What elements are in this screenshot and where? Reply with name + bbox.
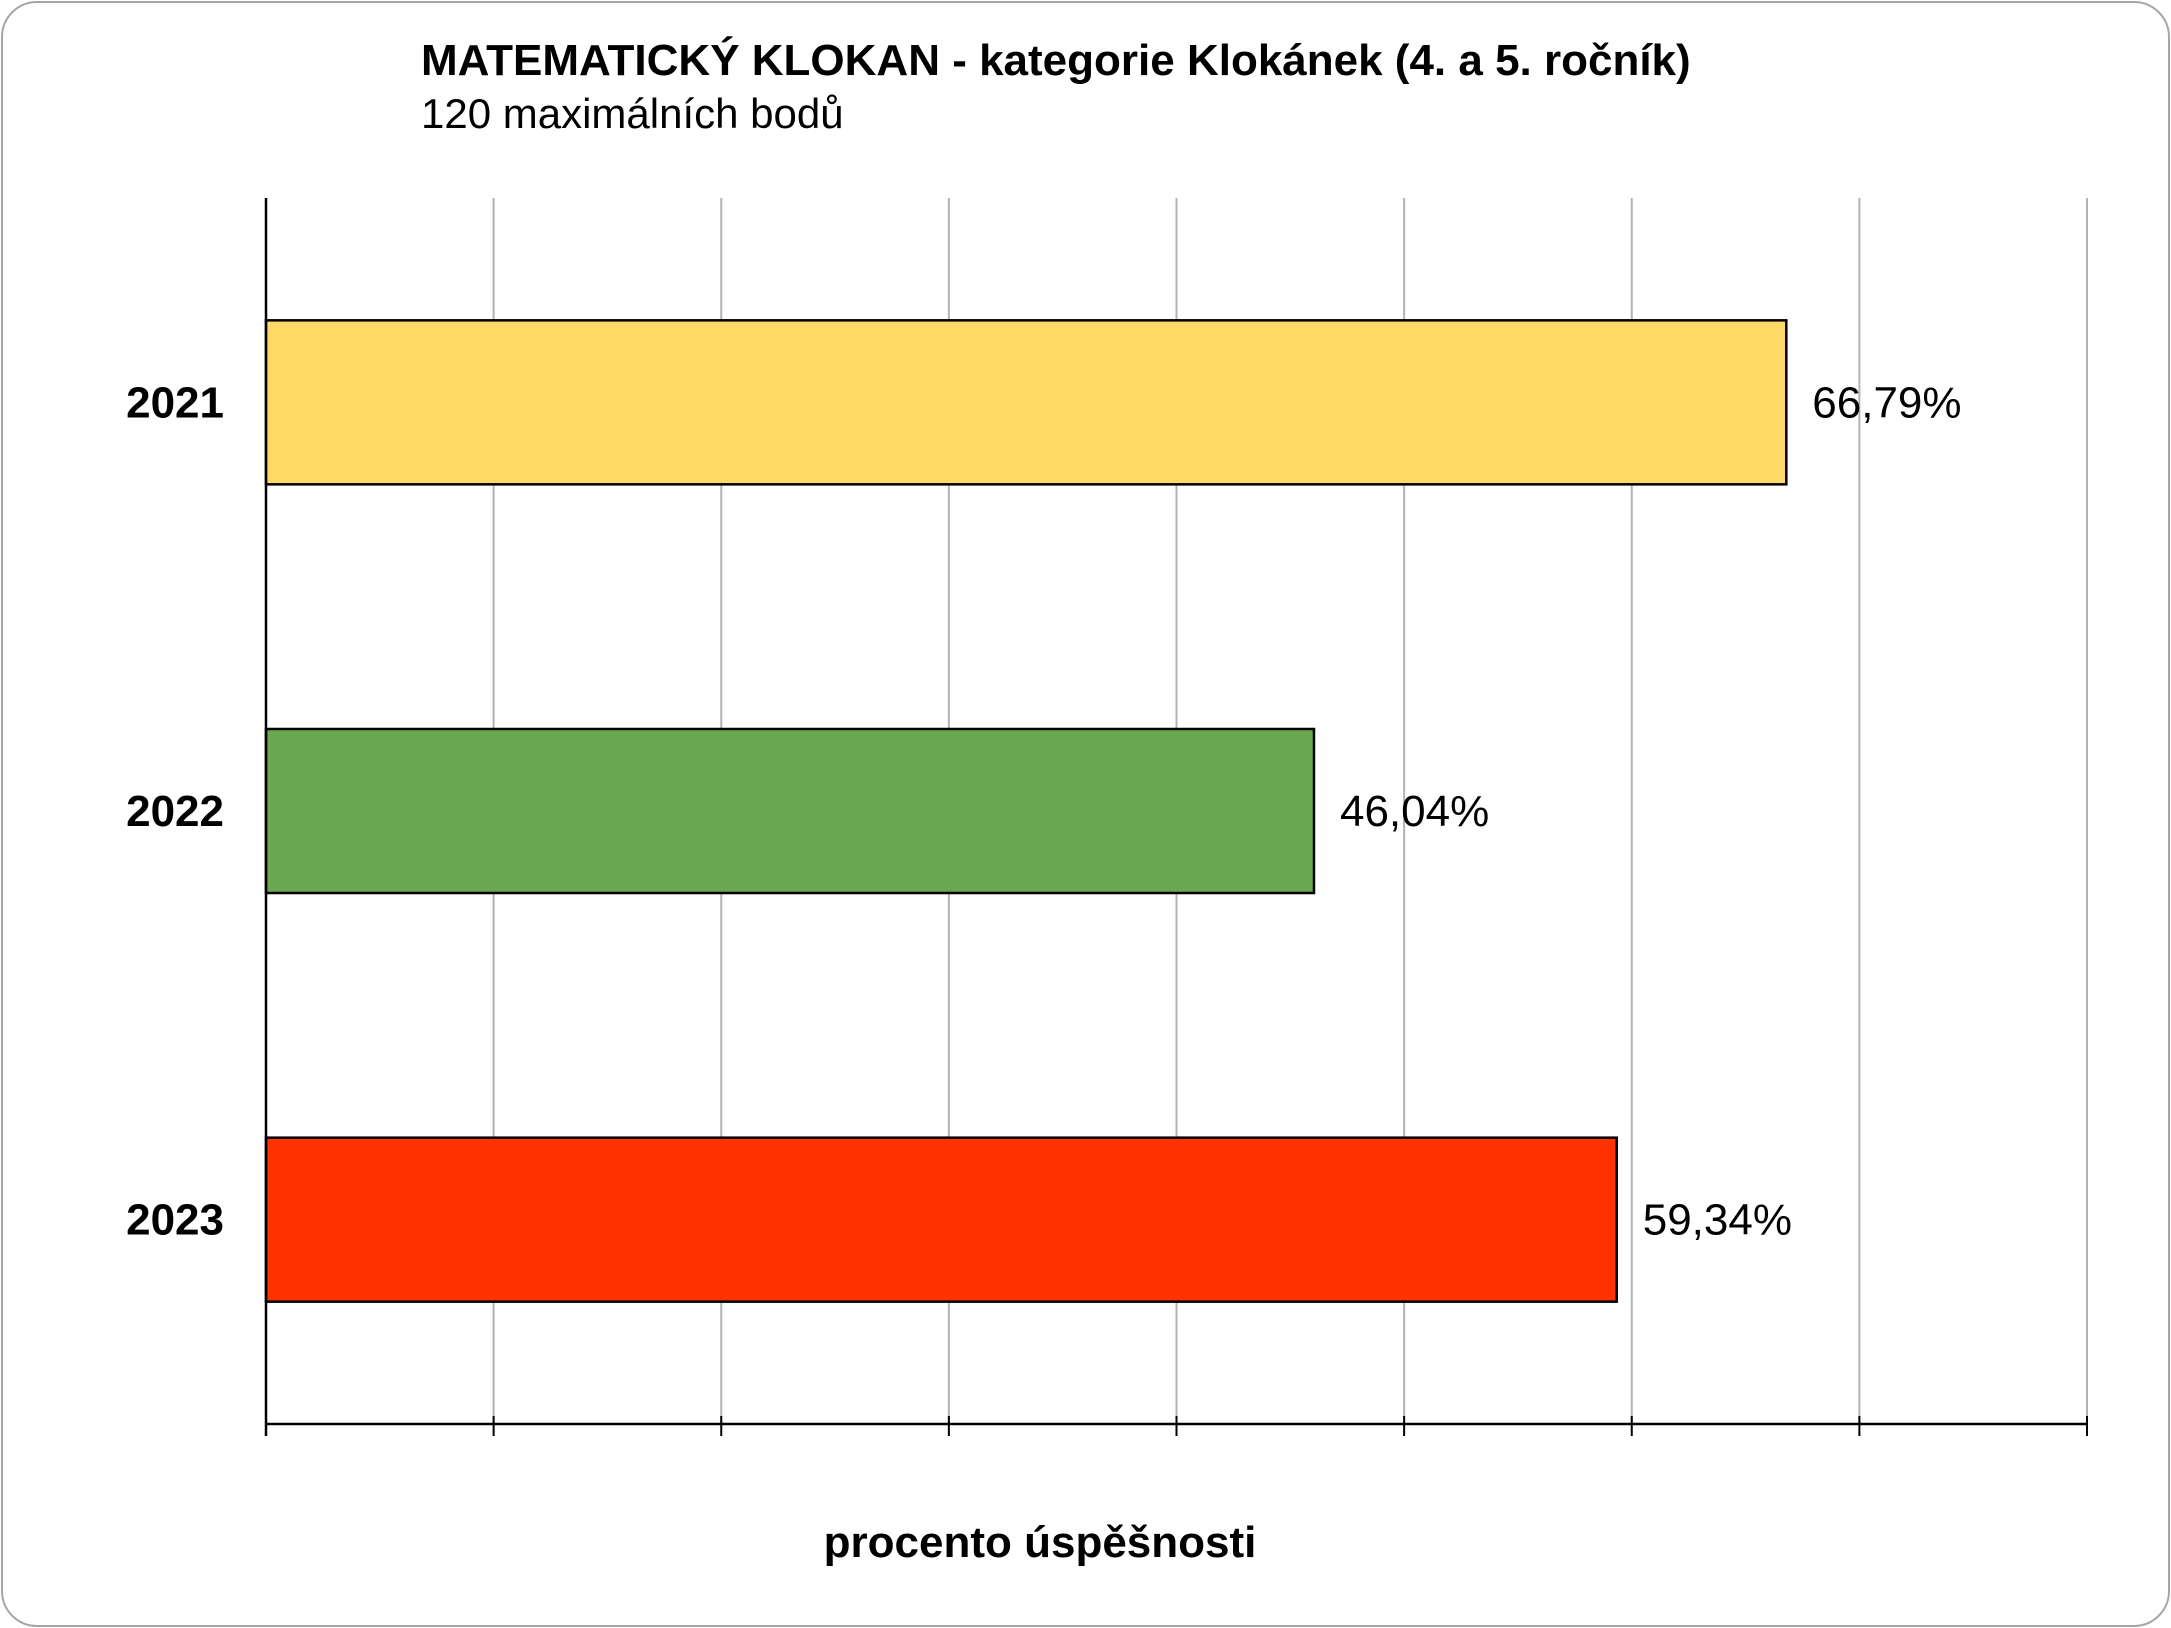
bar-2021 (264, 319, 1788, 486)
chart-subtitle: 120 maximálních bodů (421, 90, 844, 137)
category-label-2021: 2021 (126, 378, 224, 427)
bar-2022 (264, 727, 1316, 895)
chart-title: MATEMATICKÝ KLOKAN - kategorie Klokánek … (421, 36, 1691, 85)
value-label-2021: 66,79% (1812, 378, 1961, 427)
value-label-2022: 46,04% (1340, 787, 1489, 836)
x-axis-title: procento úspěšnosti (823, 1518, 1257, 1567)
bars (264, 319, 1788, 1303)
category-label-2022: 2022 (126, 787, 224, 836)
bar-2023 (264, 1136, 1618, 1303)
value-label-2023: 59,34% (1643, 1196, 1792, 1245)
labels: 2021 66,79% 2022 46,04% 2023 59,34% (126, 378, 1961, 1244)
category-label-2023: 2023 (126, 1196, 224, 1245)
axes (264, 198, 2088, 1436)
